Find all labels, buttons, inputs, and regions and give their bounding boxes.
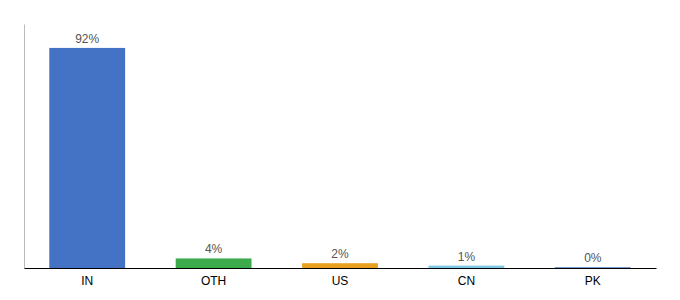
y-axis	[24, 25, 25, 269]
data-label: 1%	[458, 250, 476, 264]
bar	[302, 263, 378, 268]
x-tick: OTH	[201, 274, 226, 288]
data-label: 92%	[75, 32, 99, 46]
x-tick: IN	[81, 274, 93, 288]
bar	[428, 266, 504, 268]
x-tick-label: CN	[458, 274, 475, 288]
data-label: 2%	[331, 247, 349, 261]
bar	[555, 267, 631, 268]
plot: IN OTH US CN PK 92% 4% 2% 1% 0%	[25, 25, 657, 288]
x-tick: US	[332, 274, 349, 288]
x-tick: CN	[458, 274, 475, 288]
data-labels: 92% 4% 2% 1% 0%	[75, 32, 602, 265]
x-axis: IN OTH US CN PK	[25, 269, 657, 288]
data-label: 0%	[584, 251, 602, 265]
x-tick-label: OTH	[201, 274, 226, 288]
chart: IN OTH US CN PK 92% 4% 2% 1% 0%	[0, 0, 680, 300]
data-label: 4%	[205, 242, 223, 256]
x-tick: PK	[585, 274, 601, 288]
x-tick-label: IN	[81, 274, 93, 288]
x-tick-label: US	[332, 274, 349, 288]
bar	[176, 258, 252, 268]
x-tick-label: PK	[585, 274, 601, 288]
bar	[49, 48, 125, 268]
x-axis-line	[25, 268, 657, 269]
y-axis-line	[24, 25, 25, 269]
bars	[49, 48, 630, 268]
